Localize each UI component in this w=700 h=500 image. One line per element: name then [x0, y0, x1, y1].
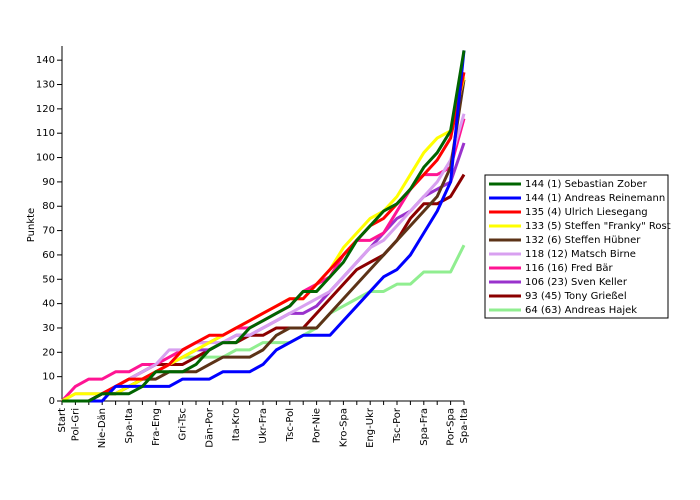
legend-label: 93 (45) Tony Grießel	[525, 291, 627, 302]
legend-label: 144 (1) Andreas Reinemann	[525, 193, 665, 204]
x-tick-label: Spa-Ita	[124, 408, 135, 443]
series-line	[62, 72, 466, 403]
y-tick-label: 120	[36, 104, 55, 115]
y-tick-label: 20	[42, 347, 55, 358]
y-axis-label: Punkte	[26, 208, 37, 242]
y-tick-label: 30	[42, 323, 55, 334]
legend-label: 132 (6) Steffen Hübner	[525, 235, 641, 246]
y-tick-label: 80	[42, 201, 55, 212]
x-tick-label: Dän-Por	[204, 407, 215, 448]
series-line	[62, 79, 466, 403]
x-tick-label: Nie-Dän	[97, 408, 108, 448]
y-tick-label: 50	[42, 274, 55, 285]
x-tick-label: Kro-Spa	[338, 408, 349, 447]
legend-label: 144 (1) Sebastian Zober	[525, 179, 648, 190]
series-line	[62, 50, 466, 403]
y-tick-label: 10	[42, 372, 55, 383]
series-line	[62, 173, 466, 403]
x-tick-label: Ukr-Fra	[258, 408, 269, 443]
legend-label: 118 (12) Matsch Birne	[525, 249, 636, 260]
x-tick-label: Pol-Gri	[70, 408, 81, 441]
x-tick-label: Spa-Ita	[459, 408, 470, 443]
x-tick-label: Start	[57, 408, 68, 433]
y-tick-label: 130	[36, 80, 55, 91]
y-tick-label: 140	[36, 55, 55, 66]
legend-label: 135 (4) Ulrich Liesegang	[525, 207, 648, 218]
y-tick-label: 100	[36, 153, 55, 164]
series-line	[61, 76, 466, 403]
series-line	[62, 50, 466, 403]
y-tick-label: 0	[49, 396, 55, 407]
x-tick-label: Por-Nie	[312, 408, 323, 443]
x-tick-label: Fra-Eng	[151, 408, 162, 446]
x-tick-label: Spa-Fra	[419, 408, 430, 446]
series-line	[60, 118, 466, 403]
y-tick-label: 70	[42, 226, 55, 237]
y-tick-label: 90	[42, 177, 55, 188]
legend-label: 106 (23) Sven Keller	[525, 277, 628, 288]
y-tick-label: 110	[36, 128, 55, 139]
x-tick-label: Por-Spa	[446, 408, 457, 446]
legend-label: 116 (16) Fred Bär	[525, 263, 614, 274]
x-tick-label: Eng-Ukr	[365, 407, 376, 448]
series-line	[61, 113, 466, 403]
x-tick-label: Tsc-Pol	[285, 408, 296, 442]
series-line	[62, 244, 466, 403]
legend-label: 64 (63) Andreas Hajek	[525, 305, 637, 316]
x-tick-label: Tsc-Por	[392, 407, 403, 444]
y-tick-label: 40	[42, 299, 55, 310]
y-tick-label: 60	[42, 250, 55, 261]
legend-label: 133 (5) Steffen "Franky" Rost	[525, 221, 671, 232]
x-tick-label: Gri-Tsc	[178, 408, 189, 441]
x-tick-label: Ita-Kro	[231, 408, 242, 441]
